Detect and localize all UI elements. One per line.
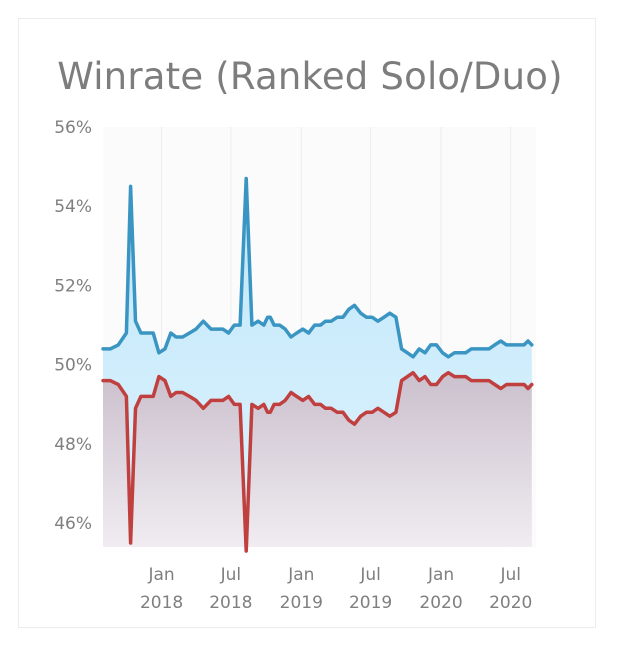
x-tick-year-label: 2020 (419, 593, 462, 613)
y-tick-label: 52% (54, 276, 92, 296)
x-tick-year-label: 2019 (280, 593, 323, 613)
x-tick-year-label: 2019 (349, 593, 392, 613)
chart-title: Winrate (Ranked Solo/Duo) (57, 55, 563, 98)
area-fills (103, 178, 532, 551)
x-tick-month-label: Jul (359, 565, 381, 585)
x-tick-month-label: Jan (427, 565, 454, 585)
y-tick-label: 54% (54, 197, 92, 217)
x-tick-year-label: 2018 (209, 593, 252, 613)
upper-area-fill (103, 178, 532, 551)
x-tick-month-label: Jul (499, 565, 521, 585)
upper-series-line (101, 176, 534, 359)
x-tick-month-label: Jan (147, 565, 174, 585)
x-tick-year-label: 2018 (140, 593, 183, 613)
x-tick-year-label: 2020 (489, 593, 532, 613)
y-tick-label: 46% (54, 514, 92, 534)
y-tick-label: 56% (54, 118, 92, 138)
x-tick-month-label: Jul (220, 565, 242, 585)
x-tick-month-label: Jan (287, 565, 314, 585)
x-axis-ticks: Jan 2018 Jul 2018 Jan 2019 Jul 2019 Jan 2020 Jul 20… (140, 565, 532, 613)
series-lines (101, 176, 534, 553)
y-axis-ticks: 56% 54% 52% 50% 48% 46% (54, 118, 92, 534)
lower-series-line (101, 370, 534, 553)
y-tick-label: 48% (54, 435, 92, 455)
lower-area-fill (103, 372, 532, 551)
y-tick-label: 50% (54, 356, 92, 376)
